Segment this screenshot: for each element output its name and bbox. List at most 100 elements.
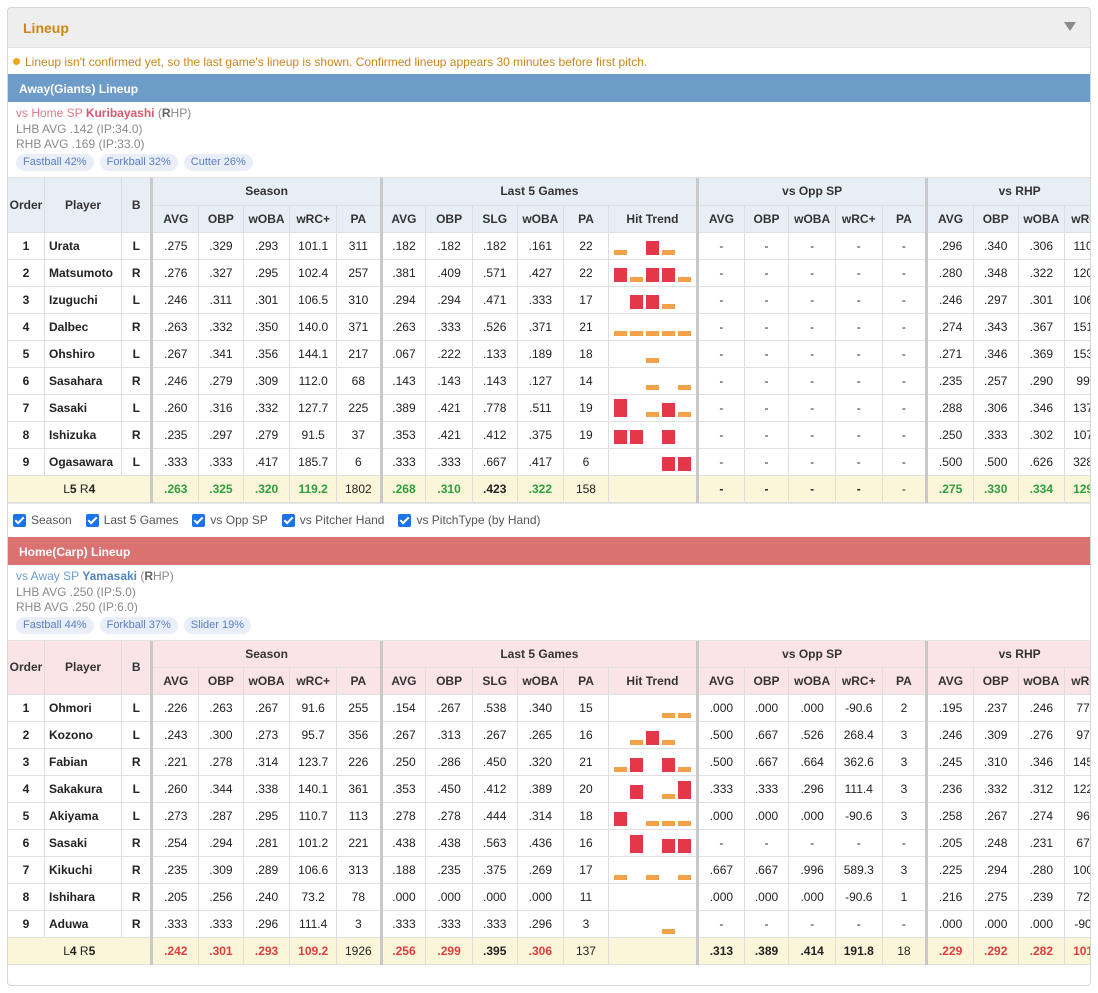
stat-vsopp: -: [696, 394, 745, 422]
hit-trend-chart: [609, 317, 696, 336]
stat-season: 371: [336, 313, 382, 341]
player-row: 3 Izuguchi L .246.311.301 106.5 310.294.294.4…: [8, 286, 1090, 314]
player-name[interactable]: Kikuchi: [44, 856, 123, 884]
player-name[interactable]: Sakakura: [44, 775, 123, 803]
hit-trend-chart: [609, 915, 696, 934]
hit-trend-bar: [661, 928, 675, 934]
stat-season: .254: [150, 829, 200, 857]
stat-vsopp: -: [696, 421, 745, 449]
stat-vsopp: -: [835, 910, 883, 938]
hit-trend-chart: [609, 425, 696, 444]
hit-trend-bar: [677, 838, 691, 853]
stat-vsopp: -: [882, 367, 928, 395]
sp-line: vs Home SP Kuribayashi (RHP): [16, 106, 192, 120]
hit-trend-bar: [613, 331, 627, 336]
player-name[interactable]: Matsumoto: [44, 259, 123, 287]
stat-vshand: 137.3: [1064, 394, 1090, 422]
player-name[interactable]: Ohshiro: [44, 340, 123, 368]
stat-season: .263: [150, 313, 200, 341]
away-lineup-title: Away(Giants) Lineup: [8, 74, 1090, 102]
bats-hand: L: [121, 802, 153, 830]
player-name[interactable]: Ishihara: [44, 883, 123, 911]
sp-name-link[interactable]: Kuribayashi: [85, 106, 155, 120]
player-name[interactable]: Kozono: [44, 721, 123, 749]
checkbox-checked-icon[interactable]: [85, 513, 99, 527]
lineup-summary-row: L4 R5.242.301.293 109.2 1926.256.299.395.3…: [8, 937, 1090, 965]
player-name[interactable]: Ohmori: [44, 694, 123, 722]
summary-last5: .256: [379, 937, 427, 965]
summary-vshand: .330: [973, 475, 1019, 503]
player-name[interactable]: Urata: [44, 232, 123, 260]
col-vshand-obp: OBP: [973, 205, 1019, 233]
batting-order: 3: [8, 286, 45, 314]
stat-season: .297: [198, 421, 244, 449]
away-lineup-table-wrap[interactable]: Order Player B Season Last 5 Games vs Opp SP v…: [8, 178, 1090, 503]
summary-vsopp: .313: [696, 937, 745, 965]
batting-order: 2: [8, 721, 45, 749]
checkbox-checked-icon[interactable]: [192, 513, 206, 527]
option-last-5-games[interactable]: Last 5 Games: [85, 513, 178, 527]
stat-vshand: .626: [1018, 448, 1066, 476]
summary-last5: .423: [472, 475, 518, 503]
stat-last5: .417: [517, 448, 565, 476]
batting-order: 1: [8, 232, 45, 260]
col-last5-avg: AVG: [379, 667, 427, 695]
stat-season: 95.7: [289, 721, 337, 749]
stat-season: .246: [150, 286, 200, 314]
lineup-header[interactable]: Lineup: [8, 8, 1090, 48]
col-vshand-wrc: wRC+: [1064, 205, 1090, 233]
player-name[interactable]: Ishizuka: [44, 421, 123, 449]
col-player: Player: [44, 178, 123, 233]
checkbox-checked-icon[interactable]: [281, 513, 295, 527]
stat-last5: .389: [517, 775, 565, 803]
option-vs-pitcher-hand[interactable]: vs Pitcher Hand: [281, 513, 385, 527]
stat-vshand: .271: [925, 340, 974, 368]
stat-vshand: 145.6: [1064, 748, 1090, 776]
stat-vsopp: -: [835, 340, 883, 368]
col-vshand-obp: OBP: [973, 667, 1019, 695]
lhb-avg: LHB AVG .142 (IP:34.0): [16, 122, 143, 136]
checkbox-checked-icon[interactable]: [398, 513, 412, 527]
player-name[interactable]: Ogasawara: [44, 448, 123, 476]
hit-trend-chart: [609, 888, 696, 907]
sp-name-link[interactable]: Yamasaki: [82, 568, 137, 583]
stat-vshand: .500: [925, 448, 974, 476]
stat-season: .281: [243, 829, 291, 857]
sp-hand-suffix: HP: [170, 106, 188, 120]
hit-trend-bar: [613, 250, 627, 255]
option-label: vs Pitcher Hand: [299, 513, 385, 527]
hit-trend-bar: [661, 793, 675, 799]
option-vs-pitchtype-by-hand[interactable]: vs PitchType (by Hand): [398, 513, 541, 527]
player-name[interactable]: Fabian: [44, 748, 123, 776]
stat-season: .301: [243, 286, 291, 314]
stat-last5: .511: [517, 394, 565, 422]
player-name[interactable]: Aduwa: [44, 910, 123, 938]
stat-season: .287: [198, 802, 244, 830]
home-lineup-table-wrap[interactable]: Order Player B Season Last 5 Games vs Opp SP v…: [8, 640, 1090, 965]
hit-trend-bar: [661, 331, 675, 336]
batting-order: 9: [8, 448, 45, 476]
player-name[interactable]: Sasahara: [44, 367, 123, 395]
bats-hand: L: [121, 448, 153, 476]
player-name[interactable]: Dalbec: [44, 313, 123, 341]
player-name[interactable]: Izuguchi: [44, 286, 123, 314]
player-name[interactable]: Sasaki: [44, 394, 123, 422]
option-season[interactable]: Season: [13, 513, 72, 527]
stat-last5: .267: [379, 721, 427, 749]
summary-vsopp: 18: [882, 937, 928, 965]
col-vsopp-woba: wOBA: [788, 667, 836, 695]
hit-trend-bar: [661, 757, 675, 772]
checkbox-checked-icon[interactable]: [13, 513, 26, 527]
col-last5-avg: AVG: [379, 205, 427, 233]
stat-vshand: .333: [973, 421, 1019, 449]
collapse-arrow-icon[interactable]: [1064, 22, 1076, 31]
stat-vshand: .280: [1018, 856, 1066, 884]
player-name[interactable]: Akiyama: [44, 802, 123, 830]
option-vs-opp-sp[interactable]: vs Opp SP: [192, 513, 268, 527]
stat-vsopp: -: [882, 259, 928, 287]
player-name[interactable]: Sasaki: [44, 829, 123, 857]
col-last5-hittrend: Hit Trend: [608, 205, 699, 233]
stat-vshand: .000: [925, 910, 974, 938]
stat-last5: .450: [425, 775, 473, 803]
stat-last5: 22: [563, 232, 609, 260]
